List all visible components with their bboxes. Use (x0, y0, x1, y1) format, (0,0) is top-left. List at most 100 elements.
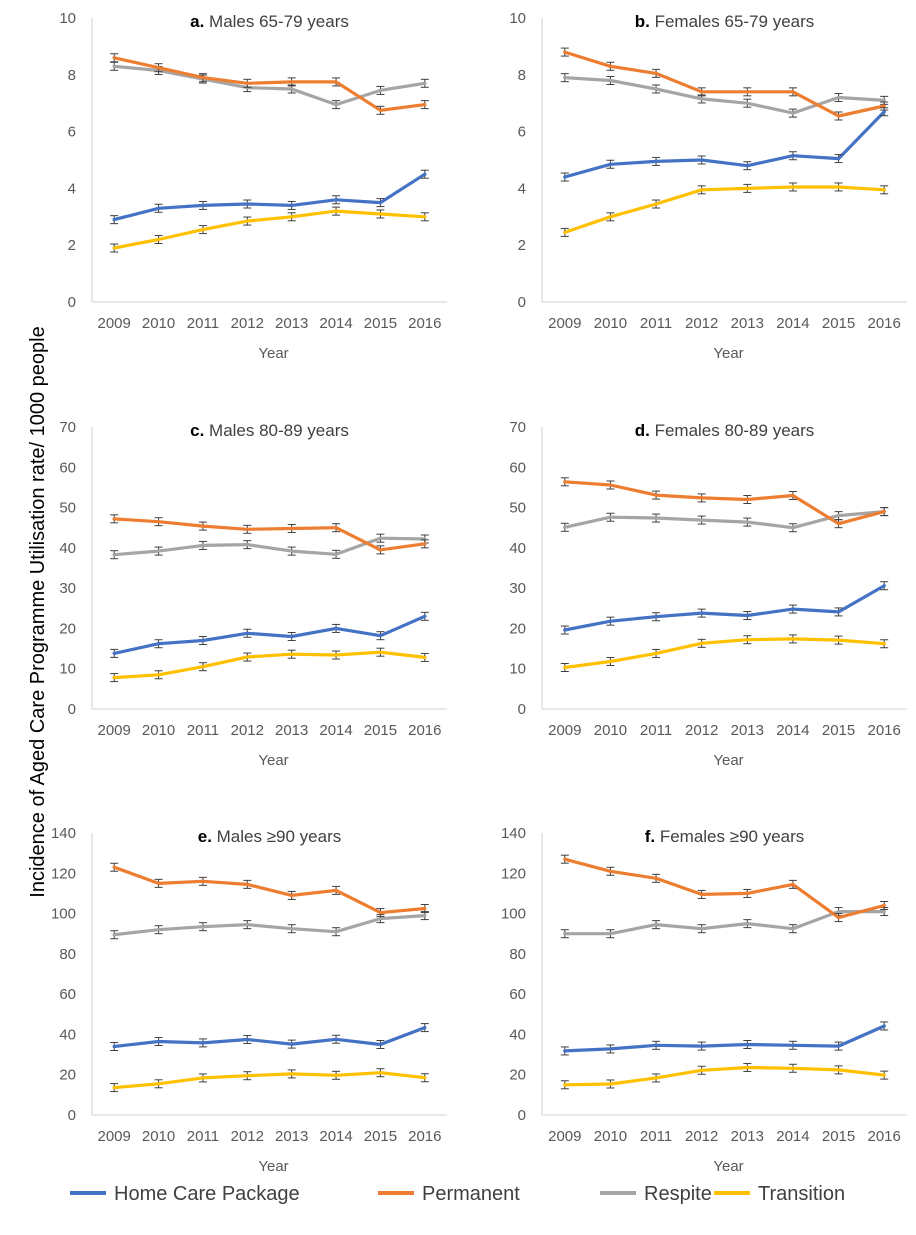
data-point (334, 526, 338, 530)
data-point (290, 1042, 294, 1046)
data-point (112, 553, 116, 557)
series-permanent (110, 862, 429, 918)
data-point (745, 497, 749, 502)
x-tick-label: 2014 (319, 315, 352, 332)
data-point (608, 64, 613, 68)
panel-title: e. Males ≥90 years (198, 827, 342, 846)
y-tick-label: 40 (59, 1026, 76, 1043)
data-point (334, 653, 338, 657)
series-line-home-care-package (563, 1024, 886, 1053)
data-point (112, 56, 116, 60)
panel-title: d. Females 80-89 years (635, 421, 815, 440)
data-point (745, 101, 749, 105)
data-point (423, 906, 427, 911)
x-tick-label: 2012 (231, 1128, 264, 1145)
data-point (156, 1082, 161, 1086)
series-line-permanent (112, 865, 427, 915)
y-tick-label: 20 (59, 1067, 76, 1084)
y-tick-label: 80 (509, 946, 526, 963)
data-point (290, 549, 294, 553)
series-line-home-care-package (563, 584, 886, 632)
data-point (745, 1042, 749, 1047)
data-point (700, 97, 704, 101)
x-tick-label: 2014 (776, 722, 809, 739)
x-tick-label: 2014 (776, 315, 809, 332)
series-respite (560, 73, 889, 118)
data-point (791, 90, 795, 94)
x-axis-label: Year (258, 752, 288, 769)
data-point (700, 90, 704, 94)
panel-letter: b. (635, 12, 655, 31)
panel-letter: a. (190, 12, 209, 31)
series-line-respite (563, 75, 886, 115)
y-tick-label: 0 (518, 294, 526, 311)
x-tick-label: 2012 (685, 722, 718, 739)
series-home-care-package (560, 107, 889, 182)
data-point (156, 642, 161, 646)
data-point (334, 1037, 338, 1041)
data-point (112, 933, 116, 937)
data-point (334, 552, 338, 556)
data-point (201, 76, 205, 80)
x-tick-label: 2010 (594, 722, 627, 739)
y-tick-label: 6 (518, 124, 526, 141)
data-point (156, 928, 161, 932)
panel-title-text: Males 65-79 years (209, 12, 349, 31)
y-axis-label: Incidence of Aged Care Programme Utilisa… (27, 326, 49, 897)
y-tick-label: 60 (509, 459, 526, 476)
series-respite (110, 533, 429, 560)
x-tick-label: 2014 (319, 722, 352, 739)
panel-letter: d. (635, 421, 655, 440)
y-tick-label: 6 (68, 124, 76, 141)
data-point (882, 510, 886, 514)
data-point (700, 188, 704, 192)
chart-panel-f: 0 20 40 60 80 100 120 140 2009 2010 2011 2012 2013 20… (501, 825, 907, 1175)
data-point (654, 71, 658, 75)
legend: Home Care Package Permanent Respite Transit… (70, 1183, 845, 1205)
chart-panel-b: 0 2 4 6 8 10 2009 2010 2011 2012 2013 2014 2015 2016 Y… (509, 10, 907, 362)
data-point (563, 76, 567, 80)
data-point (201, 1076, 205, 1080)
data-point (745, 520, 749, 524)
x-tick-label: 2016 (868, 315, 901, 332)
chart-panel-d: 0 10 20 30 40 50 60 70 2009 2010 2011 2012 2013 2014 2… (509, 419, 907, 769)
x-tick-label: 2012 (685, 1128, 718, 1145)
series-line-permanent (563, 857, 886, 920)
data-point (423, 1025, 427, 1030)
data-point (563, 932, 567, 936)
data-point (608, 659, 613, 664)
data-point (201, 879, 205, 883)
y-tick-label: 10 (509, 661, 526, 678)
x-tick-label: 2014 (776, 1128, 809, 1145)
series-permanent (110, 53, 429, 115)
data-point (112, 246, 116, 250)
data-point (245, 202, 249, 206)
series-line-permanent (563, 480, 886, 526)
y-tick-label: 30 (59, 580, 76, 597)
y-tick-label: 0 (68, 701, 76, 718)
x-axis-label: Year (713, 1158, 743, 1175)
panel-title-text: Females 65-79 years (655, 12, 815, 31)
data-point (608, 619, 613, 623)
data-point (836, 916, 841, 920)
x-tick-label: 2013 (275, 315, 308, 332)
series-line-home-care-package (563, 110, 886, 179)
data-point (378, 108, 383, 112)
data-point (423, 81, 427, 85)
data-point (882, 110, 886, 114)
data-point (378, 1042, 383, 1047)
data-point (563, 857, 567, 861)
series-respite (110, 911, 429, 940)
series-line-transition (563, 1065, 886, 1087)
data-point (608, 1047, 613, 1051)
x-tick-label: 2015 (822, 722, 855, 739)
data-point (290, 634, 294, 639)
data-point (700, 892, 704, 897)
data-point (245, 527, 249, 531)
data-point (563, 525, 567, 529)
legend-item-transition: Transition (714, 1183, 845, 1205)
data-point (608, 1082, 613, 1086)
data-point (378, 634, 383, 638)
data-point (423, 103, 427, 107)
